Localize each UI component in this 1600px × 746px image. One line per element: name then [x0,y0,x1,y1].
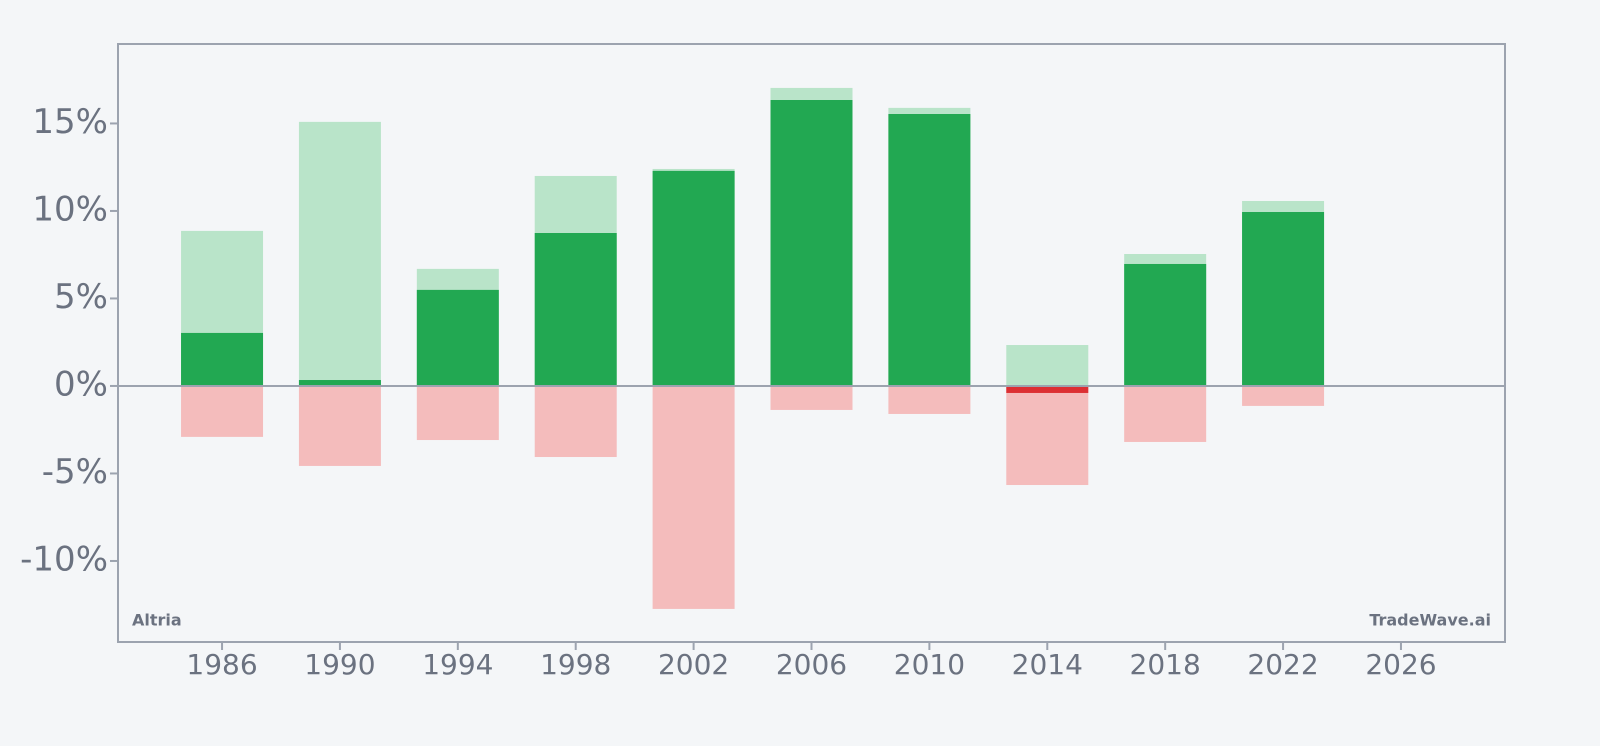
x-tick-label: 2006 [776,648,847,681]
x-tick-label: 2022 [1247,648,1318,681]
x-tick-label: 2010 [894,648,965,681]
y-tick-label: -5% [42,452,108,492]
y-tick-label: 5% [54,277,108,317]
x-tick-label: 1998 [540,648,611,681]
bar [1242,385,1325,406]
x-tick-label: 2002 [658,648,729,681]
bar [416,385,499,441]
bar [298,385,381,466]
y-tick-label: 0% [54,364,108,404]
bar [888,114,971,386]
bar [534,233,617,386]
bar [1006,385,1089,486]
bar [1006,345,1089,386]
bar [298,121,381,386]
bar [770,385,853,410]
annotation: TradeWave.ai [1369,611,1491,630]
x-tick-label: 1994 [422,648,493,681]
bar [1006,385,1089,393]
x-tick-label: 1986 [186,648,257,681]
x-tick-label: 2026 [1365,648,1436,681]
y-tick-label: 10% [32,189,108,229]
y-tick-label: 15% [32,102,108,142]
bar [298,380,381,386]
bar [1124,385,1207,442]
bar [652,385,735,609]
x-tick-label: 1990 [304,648,375,681]
bar [770,100,853,386]
bar [652,170,735,386]
y-tick-label: -10% [20,539,108,579]
bar [1242,212,1325,386]
x-tick-label: 2014 [1012,648,1083,681]
bar [181,385,264,437]
x-tick-label: 2018 [1130,648,1201,681]
bar [534,385,617,458]
bar [181,332,264,386]
annotation: Altria [132,611,182,630]
bar [1124,263,1207,386]
bar [416,289,499,386]
bar [888,385,971,414]
